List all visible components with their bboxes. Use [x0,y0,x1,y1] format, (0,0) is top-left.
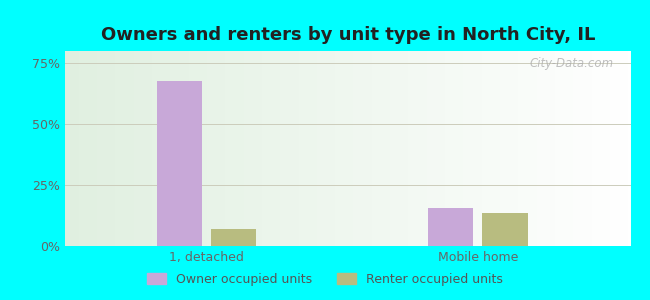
Bar [482,213,528,246]
Bar [211,230,256,246]
Bar [157,81,202,246]
Bar [428,208,473,246]
Title: Owners and renters by unit type in North City, IL: Owners and renters by unit type in North… [101,26,595,44]
Legend: Owner occupied units, Renter occupied units: Owner occupied units, Renter occupied un… [142,268,508,291]
Text: City-Data.com: City-Data.com [529,57,614,70]
